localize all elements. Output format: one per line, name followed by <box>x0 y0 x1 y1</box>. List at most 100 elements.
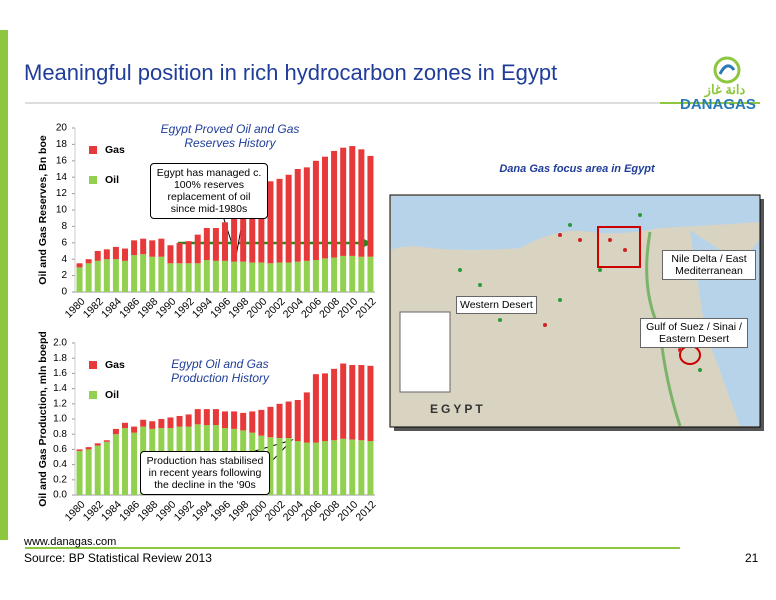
bar-segment <box>203 228 210 261</box>
bar-segment <box>231 218 238 262</box>
bar-segment <box>167 245 174 264</box>
logo-mark-wave <box>718 64 736 75</box>
y-tick-label: 1.8 <box>53 353 67 364</box>
bar-segment <box>249 411 256 433</box>
bar-segment <box>185 241 192 264</box>
bar-segment <box>258 187 265 263</box>
bar-segment <box>131 240 138 256</box>
bar-segment <box>112 259 119 292</box>
y-tick-label: 1.6 <box>53 368 67 379</box>
bar-segment <box>122 428 128 495</box>
bar-segment <box>267 406 274 438</box>
bar-segment <box>140 238 147 255</box>
bar-segment <box>176 242 183 264</box>
bar-segment <box>249 262 256 292</box>
legend-swatch <box>89 176 97 184</box>
bar-segment <box>103 249 110 260</box>
bar-segment <box>149 421 156 429</box>
bar-segment <box>112 434 119 495</box>
y-tick-label: 1.0 <box>53 414 67 425</box>
logo-arabic: دانة غاز <box>704 82 746 97</box>
bar-segment <box>367 365 374 442</box>
bar-segment <box>303 442 310 495</box>
bar-segment <box>267 437 274 495</box>
bar-segment <box>258 262 265 292</box>
bar-segment <box>294 441 301 495</box>
page-number: 21 <box>745 551 759 565</box>
bar-segment <box>167 417 174 429</box>
source: Source: BP Statistical Review 2013 <box>24 551 212 565</box>
bar-segment <box>322 156 328 259</box>
legend-swatch <box>89 361 97 369</box>
y-tick-label: 18 <box>56 139 68 150</box>
footer-url: www.danagas.com <box>24 536 117 548</box>
bar-segment <box>103 441 110 495</box>
bar-segment <box>322 441 328 495</box>
y-tick-label: 1.4 <box>53 383 67 394</box>
y-axis-label: Oil and Gas Reserves, Bn boe <box>37 135 49 285</box>
y-tick-label: 0.2 <box>53 474 67 485</box>
callout: Production has stabilised in recent year… <box>140 451 270 495</box>
bar-segment <box>312 442 319 495</box>
bar-segment <box>358 440 365 495</box>
map-country: EGYPT <box>430 402 486 416</box>
bar-segment <box>358 149 365 257</box>
slide-title: Meaningful position in rich hydrocarbon … <box>24 60 558 85</box>
bar-segment <box>240 210 247 262</box>
legend-label: Gas <box>105 359 125 371</box>
bar-segment <box>312 260 319 292</box>
bar-segment <box>158 256 165 292</box>
bar-segment <box>285 401 292 438</box>
bar-segment <box>349 439 356 495</box>
y-tick-label: 20 <box>56 123 68 134</box>
y-tick-label: 12 <box>56 188 68 199</box>
bar-segment <box>231 411 238 429</box>
bar-segment <box>258 409 265 436</box>
bar-segment <box>122 422 128 429</box>
bar-segment <box>222 411 228 429</box>
y-tick-label: 16 <box>56 155 68 166</box>
y-tick-label: 0.0 <box>53 490 67 501</box>
y-tick-label: 2 <box>61 270 67 281</box>
bar-segment <box>131 432 138 495</box>
bar-segment <box>303 260 310 292</box>
bar-segment <box>358 256 365 292</box>
bar-segment <box>331 150 338 258</box>
focus-box <box>597 226 641 268</box>
map-label: Western Desert <box>456 296 537 314</box>
side-bar <box>0 30 8 540</box>
bar-segment <box>112 246 119 260</box>
logo-text: DANAGAS <box>680 96 756 113</box>
y-tick-label: 0.6 <box>53 444 67 455</box>
bar-segment <box>76 267 83 292</box>
bar-segment <box>285 262 292 292</box>
y-axis-label: Oil and Gas Production, mln boepd <box>37 331 49 507</box>
bar-segment <box>158 238 165 257</box>
bar-segment <box>322 373 328 442</box>
trend-arrow-head <box>362 238 372 248</box>
bar-segment <box>340 363 347 439</box>
sea <box>391 196 759 250</box>
bar-segment <box>303 167 310 261</box>
bar-segment <box>212 228 219 261</box>
bar-segment <box>185 414 192 427</box>
bar-segment <box>358 365 365 441</box>
bar-segment <box>367 441 374 495</box>
map-label: Nile Delta / East Mediterranean <box>662 250 756 280</box>
bar-segment <box>131 426 138 433</box>
bar-segment <box>276 438 283 495</box>
bar-segment <box>340 147 347 256</box>
y-tick-label: 6 <box>61 237 67 248</box>
bar-segment <box>312 160 319 261</box>
bar-segment <box>331 257 338 292</box>
bar-segment <box>340 255 347 292</box>
bar-segment <box>276 178 283 263</box>
bar-segment <box>285 174 292 263</box>
bar-segment <box>267 181 274 264</box>
bar-segment <box>85 447 92 450</box>
bar-segment <box>140 419 147 427</box>
x-tick-label: 2012 <box>354 498 379 523</box>
bar-segment <box>122 260 128 292</box>
